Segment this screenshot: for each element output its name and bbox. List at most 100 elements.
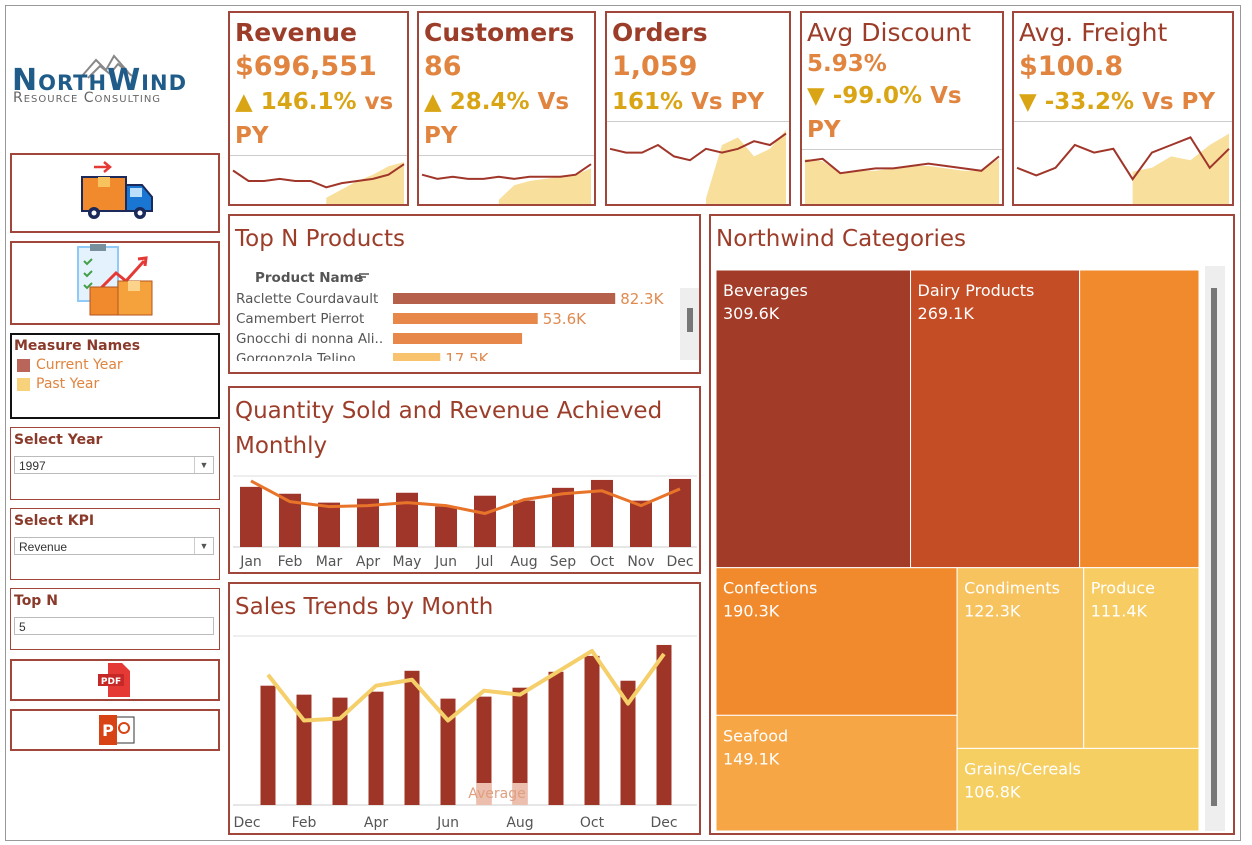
kpi-change: ▲ 28.4% Vs PY <box>424 85 589 153</box>
tile <box>1079 269 1200 569</box>
legend-swatch <box>17 377 30 391</box>
logo-title: NorthWind <box>12 63 187 98</box>
sparkline <box>232 162 405 204</box>
bar <box>584 655 600 805</box>
dropdown[interactable]: 1997 ▼ <box>14 456 214 474</box>
line <box>266 648 666 723</box>
x-tick-label: Jun <box>434 554 457 570</box>
kpi-change-value: 161% <box>612 89 684 115</box>
tile-label: Seafood <box>723 726 788 745</box>
tile <box>910 269 1081 569</box>
logo-mountains <box>81 54 133 79</box>
annotation: Average <box>468 786 526 802</box>
tile <box>715 567 958 716</box>
bar <box>393 353 441 361</box>
current-year-line <box>1016 136 1230 181</box>
export-ppt-button[interactable]: P <box>10 709 220 751</box>
x-tick-label: Aug <box>510 554 537 570</box>
kpi-text: Avg. Freight $100.8 ▼ -33.2% Vs PY <box>1014 13 1232 119</box>
logo-graphic: NorthWind Resource Consulting <box>12 54 187 106</box>
bar <box>656 644 672 805</box>
tile-value: 122.3K <box>964 602 1021 621</box>
x-tick-label: Jul <box>476 554 494 570</box>
tile-label: Dairy Products <box>918 281 1035 300</box>
filter-panel: Top N 5 <box>10 588 220 650</box>
shipping-button[interactable] <box>10 153 220 233</box>
kpi-sparkline <box>607 121 789 204</box>
bar <box>548 671 564 805</box>
kpi-change: ▼ -99.0% Vs PY <box>807 79 997 147</box>
outer-frame <box>5 5 1241 841</box>
tile-value: 111.4K <box>1091 602 1148 621</box>
filter-label: Select KPI <box>14 513 95 529</box>
legend-item: Current Year <box>17 357 216 373</box>
chart-panel: Northwind Categories Beverages 309.6K Dairy… <box>709 214 1235 835</box>
legend-label: Past Year <box>36 376 100 392</box>
value-label: 53.6K <box>543 310 587 328</box>
x-tick-label: Dec <box>666 554 693 570</box>
x-tick-label: Apr <box>364 815 388 831</box>
truck-icon <box>81 161 153 219</box>
kpi-vs: vs PY <box>235 89 394 149</box>
bar <box>240 486 262 547</box>
bar <box>396 492 418 547</box>
current-year-line <box>609 132 787 162</box>
kpi-value: $100.8 <box>1019 51 1124 82</box>
past-year-area <box>326 162 404 204</box>
bar <box>591 479 613 547</box>
kpi-title: Revenue <box>235 18 358 47</box>
tile-value: 190.3K <box>723 602 780 621</box>
bar <box>435 506 457 547</box>
kpi-change: ▼ -33.2% Vs PY <box>1019 85 1227 119</box>
bar <box>552 487 574 547</box>
kpi-value: 1,059 <box>612 51 698 82</box>
kpi-sparkline <box>230 155 407 204</box>
current-year-line <box>421 163 592 180</box>
scrollbar-thumb[interactable] <box>1211 288 1217 806</box>
past-year-area <box>1132 133 1229 204</box>
x-tick-label: Dec <box>650 815 677 831</box>
kpi-sparkline <box>802 149 1002 204</box>
average-highlight <box>512 783 528 805</box>
tile-value: 309.6K <box>723 304 780 323</box>
dropdown-arrow: ▼ <box>194 457 213 473</box>
sparkline <box>609 129 787 204</box>
scrollbar-thumb[interactable] <box>687 308 693 332</box>
kpi-change-value: ▲ 28.4% <box>424 89 530 115</box>
chart: Dec Feb Apr Jun Aug Oct Dec Average <box>233 635 697 831</box>
tile-label: Condiments <box>964 579 1060 598</box>
dropdown[interactable]: Revenue ▼ <box>14 537 214 555</box>
tile-value: 106.8K <box>964 782 1021 801</box>
bar <box>620 680 636 805</box>
past-year-area <box>706 129 786 204</box>
tile-label: Confections <box>723 579 817 598</box>
chart-title: Sales Trends by Month <box>235 594 494 620</box>
category-label: Camembert Pierrot <box>236 311 364 327</box>
tile <box>956 747 1200 832</box>
inventory-button[interactable] <box>10 241 220 325</box>
x-tick-label: Feb <box>278 554 303 570</box>
kpi-sparkline <box>1014 121 1232 204</box>
x-tick-label: Nov <box>627 554 654 570</box>
export-pdf-button[interactable]: PDF <box>10 659 220 701</box>
x-tick-label: Sep <box>550 554 577 570</box>
kpi-sparkline <box>419 155 594 204</box>
bar <box>474 495 496 547</box>
kpi-text: Orders 1,059 161% Vs PY <box>607 13 789 119</box>
kpi-vs: Vs PY <box>807 83 962 143</box>
kpi-change-value: ▼ -99.0% <box>807 83 923 109</box>
kpi-value: 5.93% <box>807 51 887 77</box>
filter-panel: Select Year 1997 ▼ <box>10 427 220 500</box>
ppt-label: P <box>102 721 114 740</box>
chart: Product Name Raclette Courdavault 82.3K Cam… <box>236 270 699 367</box>
bar <box>404 670 420 805</box>
category-label: Gorgonzola Telino <box>236 351 356 367</box>
bar <box>513 500 535 547</box>
bar <box>357 498 379 547</box>
kpi-change-value: ▲ 146.1% <box>235 89 357 115</box>
text-input[interactable]: 5 <box>14 617 214 635</box>
bar <box>630 500 652 547</box>
bar <box>279 493 301 547</box>
kpi-vs: Vs PY <box>424 89 570 149</box>
pdf-label: PDF <box>101 677 121 687</box>
